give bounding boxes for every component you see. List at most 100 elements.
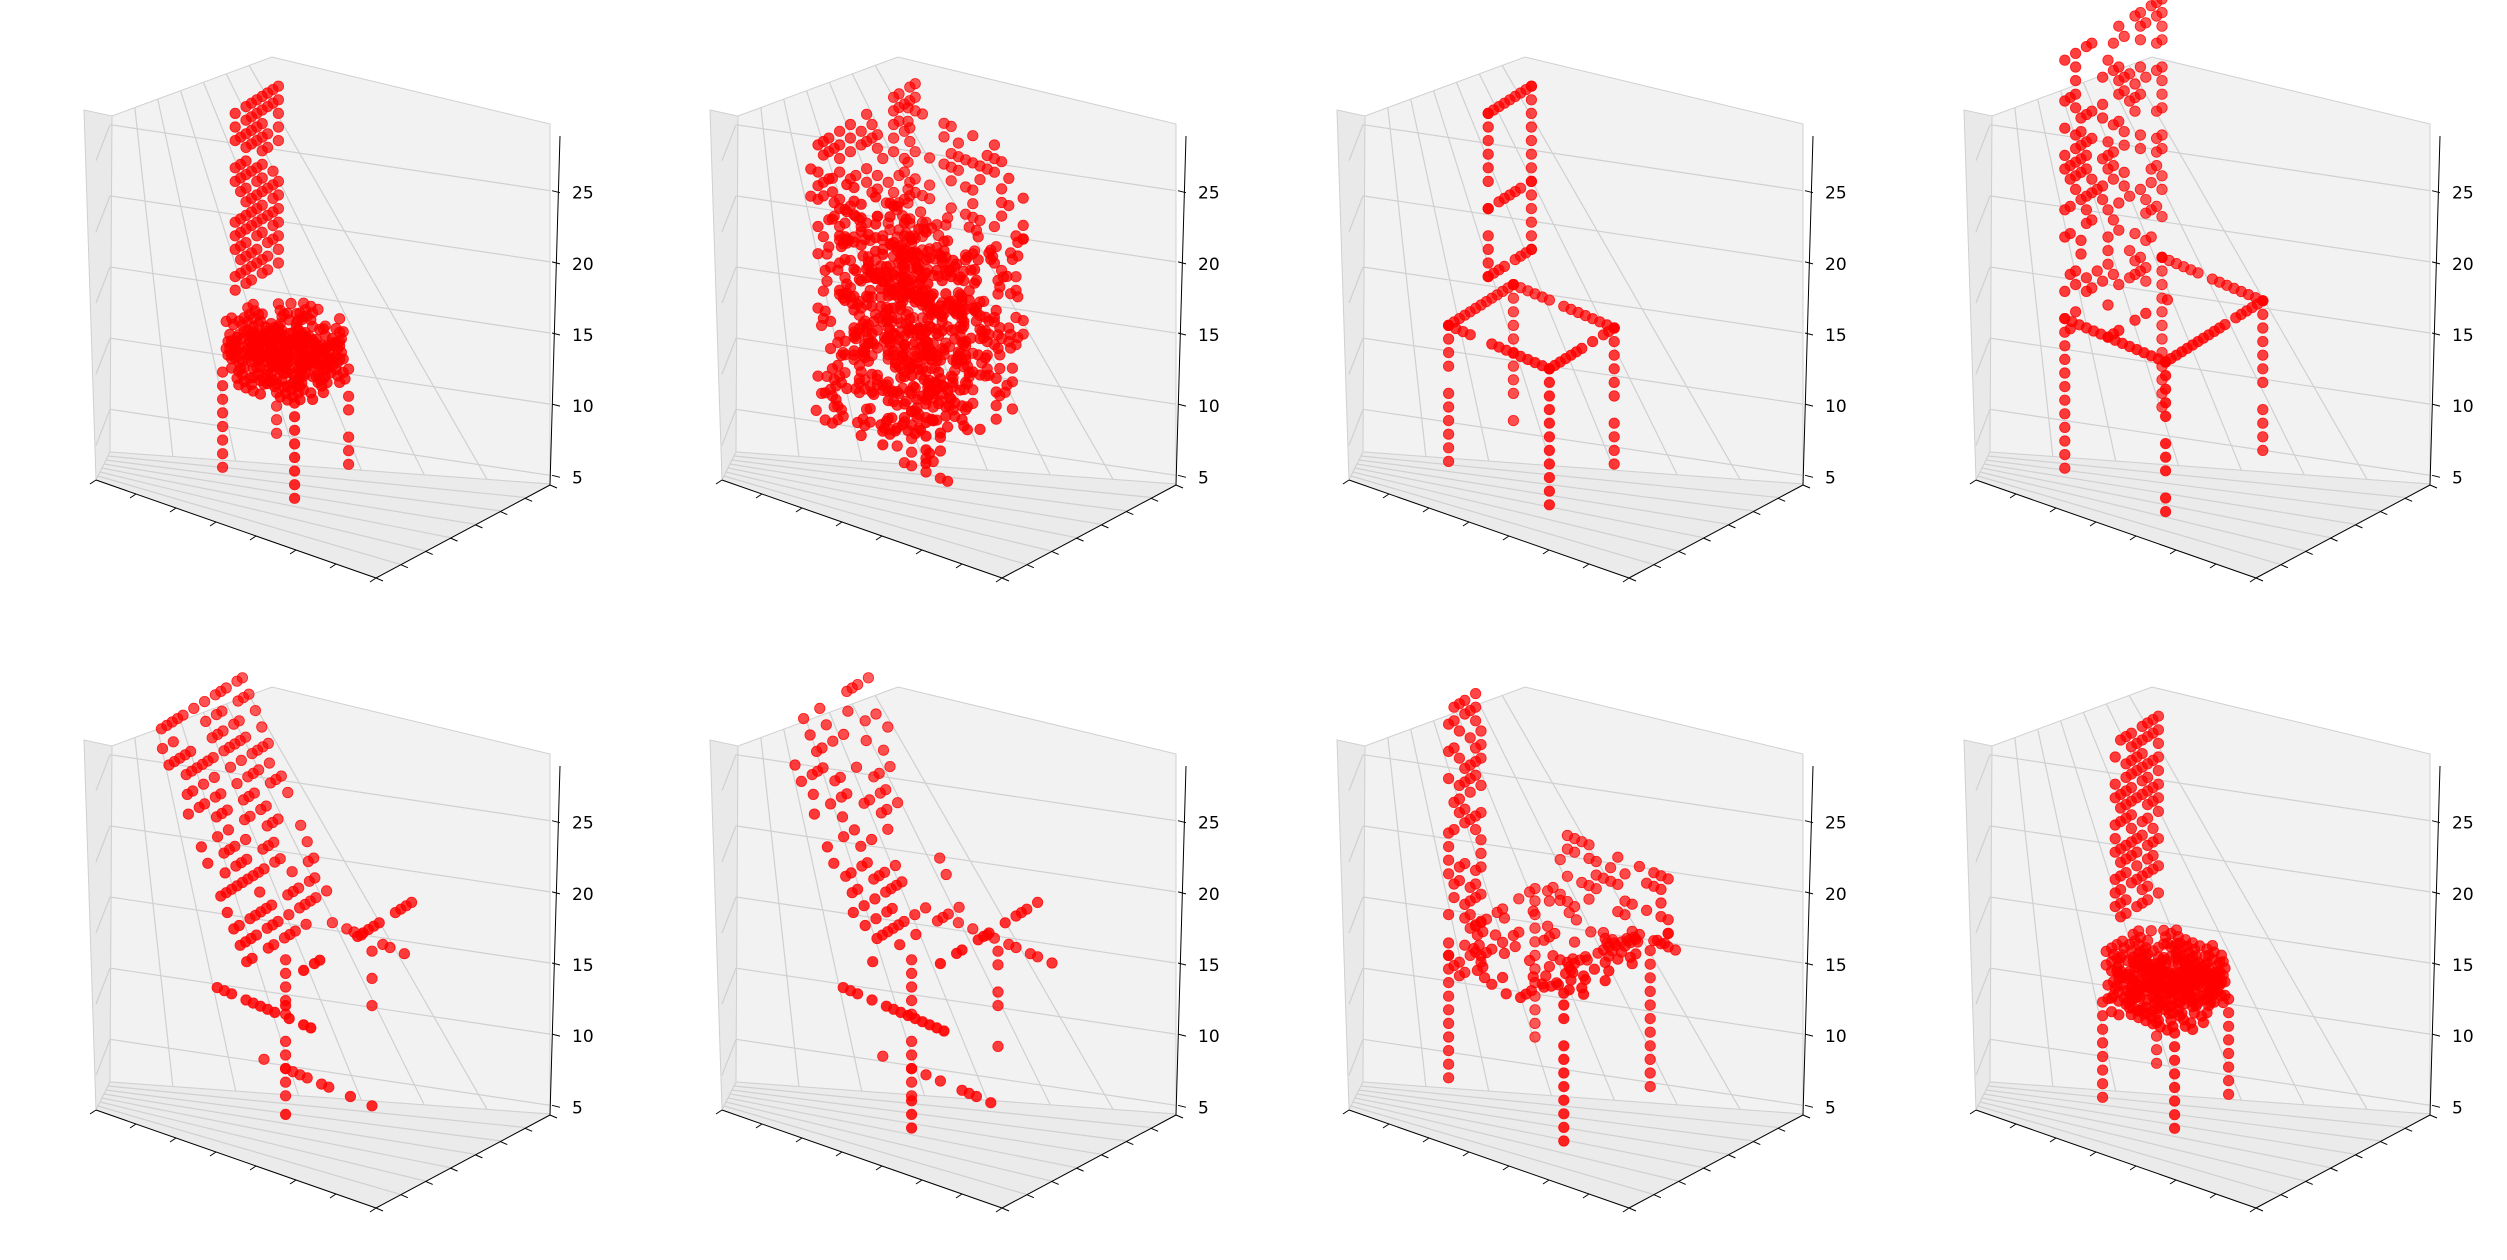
scatter-point (994, 362, 1006, 375)
z-tick-label: 5 (572, 1098, 583, 1118)
z-tick-label: 5 (1825, 1098, 1836, 1118)
scatter-point (1443, 937, 1455, 949)
z-tick (2431, 261, 2441, 265)
scatter-point (1443, 333, 1455, 345)
z-tick (1804, 261, 1814, 265)
scatter-point (2109, 900, 2121, 913)
scatter-point (1470, 715, 1482, 727)
scatter-point (229, 135, 241, 147)
scatter-point (1006, 403, 1018, 415)
scatter-point (1443, 387, 1455, 399)
scatter-point (1470, 687, 1482, 700)
scatter-point (1453, 970, 1465, 982)
scatter-point (934, 445, 946, 457)
z-tick-label: 25 (572, 184, 594, 204)
chart-panel-4: 5 10 15 20 25 (1880, 0, 2506, 630)
axis-lines (1975, 765, 2441, 1209)
scatter-point (261, 364, 274, 376)
scatter-point (968, 263, 981, 276)
scatter-point (893, 169, 905, 182)
scatter-point (2156, 306, 2168, 318)
scatter-point (2120, 758, 2132, 770)
scatter-point (2124, 95, 2136, 107)
z-tick-label: 15 (2452, 326, 2474, 346)
scatter-point (2059, 204, 2071, 216)
z-tick-label: 15 (1825, 326, 1847, 346)
scatter-point (258, 1053, 270, 1065)
scatter-point (328, 339, 340, 351)
scatter-point (2222, 1034, 2235, 1046)
scatter-point (2059, 462, 2071, 474)
scatter-point (2113, 224, 2125, 236)
scatter-point (972, 934, 984, 946)
scatter-point (305, 1022, 317, 1034)
scatter-point (936, 315, 948, 328)
scatter-point (1443, 1072, 1455, 1084)
scatter-point (231, 778, 243, 790)
scatter-point (2159, 451, 2172, 463)
scatter-point (1443, 868, 1455, 880)
scatter-point (2118, 126, 2130, 138)
scatter-point (916, 108, 928, 120)
scatter-point (229, 121, 241, 133)
scatter-point (832, 400, 844, 412)
scatter-point (882, 823, 894, 835)
z-tick-label: 20 (572, 885, 594, 905)
z-tick (2431, 891, 2441, 895)
scatter-point (2159, 505, 2172, 518)
scatter-point (968, 277, 981, 289)
scatter-point (1568, 936, 1581, 948)
z-tick (551, 891, 561, 895)
scatter-point (2140, 275, 2152, 287)
scatter-point (2109, 873, 2121, 885)
z-tick-labels: 5 10 15 20 25 (1177, 814, 1220, 1118)
scatter-point (2152, 737, 2164, 750)
scatter-point (910, 928, 922, 941)
scatter-point (1031, 896, 1044, 908)
scatter-point (267, 165, 279, 177)
z-tick (1804, 1033, 1814, 1037)
scatter-point (1558, 1040, 1570, 1052)
scatter-point (1459, 762, 1471, 774)
scatter-point (230, 860, 242, 872)
scatter-point (167, 736, 179, 748)
z-tick (551, 190, 561, 194)
scatter-point (844, 146, 856, 158)
scatter-point (269, 353, 281, 366)
scatter-point (1558, 1108, 1570, 1120)
scatter-point (1470, 864, 1482, 876)
scatter-point (2131, 900, 2143, 913)
scatter-point (342, 445, 355, 457)
scatter-point (1507, 387, 1519, 399)
scatter-point (817, 149, 829, 161)
scatter-point (871, 142, 883, 154)
scatter-point (852, 988, 864, 1000)
scatter-point (887, 118, 900, 131)
scatter-point (283, 909, 295, 921)
scatter-point (2145, 925, 2157, 937)
scatter-point (1482, 162, 1494, 174)
scatter-point (1543, 499, 1555, 511)
scatter-point (2140, 71, 2152, 83)
z-tick (2431, 1104, 2441, 1108)
axis-ticks (715, 479, 1184, 583)
scatter-point (267, 192, 279, 204)
z-tick-label: 10 (572, 397, 594, 417)
scatter-point (303, 875, 315, 887)
scatter-point (1482, 175, 1494, 187)
z-tick-label: 20 (1825, 885, 1847, 905)
back-pane (109, 686, 551, 1115)
scatter-point (1529, 1004, 1541, 1016)
scatter-point (2097, 275, 2109, 287)
z-tick-label: 25 (1825, 814, 1847, 834)
scatter-point (920, 335, 932, 347)
scatter-point (853, 273, 865, 285)
scatter-point (249, 705, 261, 717)
z-tick (1177, 1033, 1187, 1037)
scatter-point (811, 745, 823, 758)
scatter-point (877, 744, 890, 756)
scatter-point (913, 277, 925, 290)
scatter-point (2102, 231, 2114, 243)
scatter-point (848, 824, 860, 836)
